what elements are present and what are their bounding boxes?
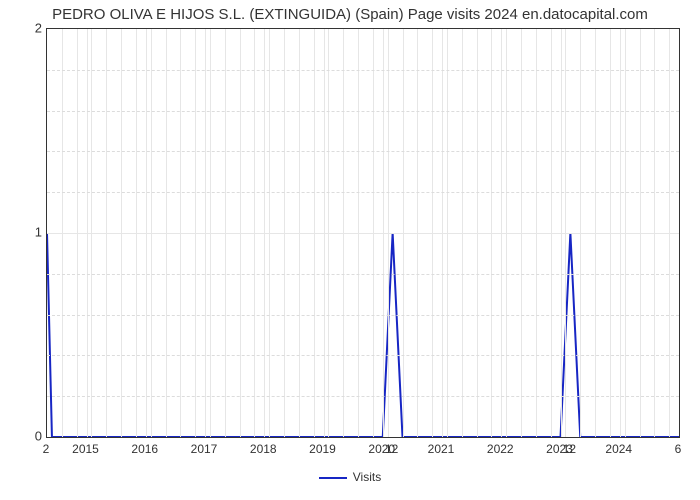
y-tick-label: 1 xyxy=(8,225,42,240)
x-tick-label: 2021 xyxy=(411,442,471,456)
grid-h-minor xyxy=(47,315,679,316)
grid-h-minor xyxy=(47,396,679,397)
grid-h-minor xyxy=(47,70,679,71)
data-point-label: 12 xyxy=(549,442,589,456)
series-line xyxy=(47,233,679,437)
grid-h-minor xyxy=(47,111,679,112)
chart-container: PEDRO OLIVA E HIJOS S.L. (EXTINGUIDA) (S… xyxy=(0,0,700,500)
y-tick-label: 2 xyxy=(8,21,42,36)
x-tick-label: 2022 xyxy=(470,442,530,456)
grid-h-minor xyxy=(47,151,679,152)
grid-h-minor xyxy=(47,192,679,193)
x-tick-label: 2016 xyxy=(115,442,175,456)
plot-area xyxy=(46,28,680,438)
grid-h-minor xyxy=(47,355,679,356)
x-tick-label: 2024 xyxy=(589,442,649,456)
x-tick-label: 2018 xyxy=(233,442,293,456)
legend-label: Visits xyxy=(353,470,381,484)
legend: Visits xyxy=(0,470,700,484)
grid-h-major xyxy=(47,233,679,234)
data-point-label: 2 xyxy=(26,442,66,456)
grid-h-minor xyxy=(47,274,679,275)
x-tick-label: 2019 xyxy=(293,442,353,456)
legend-swatch xyxy=(319,477,347,479)
data-point-label: 12 xyxy=(372,442,412,456)
chart-title: PEDRO OLIVA E HIJOS S.L. (EXTINGUIDA) (S… xyxy=(0,6,700,23)
data-point-label: 6 xyxy=(658,442,698,456)
x-tick-label: 2017 xyxy=(174,442,234,456)
